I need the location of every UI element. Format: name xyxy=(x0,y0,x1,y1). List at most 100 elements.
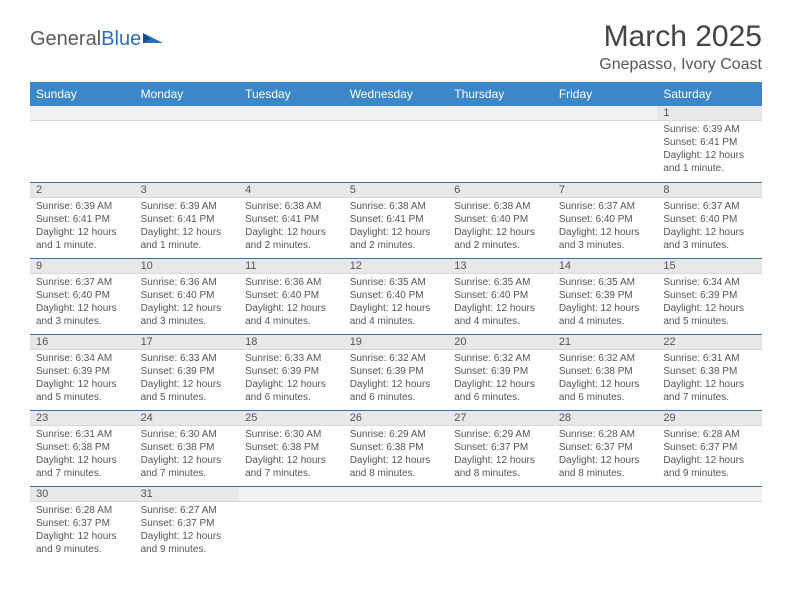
day-details: Sunrise: 6:38 AMSunset: 6:41 PMDaylight:… xyxy=(239,198,344,256)
day-details: Sunrise: 6:32 AMSunset: 6:38 PMDaylight:… xyxy=(553,350,658,408)
day-details: Sunrise: 6:33 AMSunset: 6:39 PMDaylight:… xyxy=(239,350,344,408)
day-header-row: Sunday Monday Tuesday Wednesday Thursday… xyxy=(30,82,762,106)
day-number: 13 xyxy=(448,259,553,274)
day-number xyxy=(344,487,449,502)
calendar-day-cell xyxy=(553,106,658,182)
calendar-week-row: 23Sunrise: 6:31 AMSunset: 6:38 PMDayligh… xyxy=(30,410,762,486)
day-number xyxy=(553,487,658,502)
calendar-day-cell: 7Sunrise: 6:37 AMSunset: 6:40 PMDaylight… xyxy=(553,182,658,258)
day-number xyxy=(553,106,658,121)
page-title: March 2025 xyxy=(599,20,762,54)
day-details: Sunrise: 6:39 AMSunset: 6:41 PMDaylight:… xyxy=(135,198,240,256)
calendar-day-cell: 12Sunrise: 6:35 AMSunset: 6:40 PMDayligh… xyxy=(344,258,449,334)
day-number: 25 xyxy=(239,411,344,426)
day-number xyxy=(448,106,553,121)
day-number: 21 xyxy=(553,335,658,350)
day-details: Sunrise: 6:38 AMSunset: 6:40 PMDaylight:… xyxy=(448,198,553,256)
day-details: Sunrise: 6:27 AMSunset: 6:37 PMDaylight:… xyxy=(135,502,240,560)
day-number: 6 xyxy=(448,183,553,198)
calendar-day-cell: 8Sunrise: 6:37 AMSunset: 6:40 PMDaylight… xyxy=(657,182,762,258)
calendar-day-cell: 3Sunrise: 6:39 AMSunset: 6:41 PMDaylight… xyxy=(135,182,240,258)
calendar-day-cell: 18Sunrise: 6:33 AMSunset: 6:39 PMDayligh… xyxy=(239,334,344,410)
day-details: Sunrise: 6:37 AMSunset: 6:40 PMDaylight:… xyxy=(657,198,762,256)
day-number: 15 xyxy=(657,259,762,274)
day-details: Sunrise: 6:32 AMSunset: 6:39 PMDaylight:… xyxy=(448,350,553,408)
logo-text-blue: Blue xyxy=(101,28,141,51)
day-number: 20 xyxy=(448,335,553,350)
calendar-table: Sunday Monday Tuesday Wednesday Thursday… xyxy=(30,82,762,562)
day-details: Sunrise: 6:30 AMSunset: 6:38 PMDaylight:… xyxy=(239,426,344,484)
day-details: Sunrise: 6:36 AMSunset: 6:40 PMDaylight:… xyxy=(239,274,344,332)
day-details: Sunrise: 6:37 AMSunset: 6:40 PMDaylight:… xyxy=(30,274,135,332)
calendar-day-cell: 22Sunrise: 6:31 AMSunset: 6:38 PMDayligh… xyxy=(657,334,762,410)
day-number: 2 xyxy=(30,183,135,198)
day-details: Sunrise: 6:39 AMSunset: 6:41 PMDaylight:… xyxy=(30,198,135,256)
calendar-day-cell: 10Sunrise: 6:36 AMSunset: 6:40 PMDayligh… xyxy=(135,258,240,334)
day-number: 12 xyxy=(344,259,449,274)
logo: General Blue xyxy=(30,28,165,51)
day-number xyxy=(344,106,449,121)
day-number: 24 xyxy=(135,411,240,426)
calendar-day-cell xyxy=(30,106,135,182)
calendar-day-cell: 17Sunrise: 6:33 AMSunset: 6:39 PMDayligh… xyxy=(135,334,240,410)
day-details: Sunrise: 6:34 AMSunset: 6:39 PMDaylight:… xyxy=(30,350,135,408)
day-details: Sunrise: 6:35 AMSunset: 6:40 PMDaylight:… xyxy=(344,274,449,332)
day-number: 3 xyxy=(135,183,240,198)
calendar-day-cell: 2Sunrise: 6:39 AMSunset: 6:41 PMDaylight… xyxy=(30,182,135,258)
day-number: 1 xyxy=(657,106,762,121)
day-number: 18 xyxy=(239,335,344,350)
day-number: 19 xyxy=(344,335,449,350)
day-details: Sunrise: 6:29 AMSunset: 6:38 PMDaylight:… xyxy=(344,426,449,484)
day-number: 30 xyxy=(30,487,135,502)
calendar-day-cell xyxy=(553,486,658,562)
day-details: Sunrise: 6:36 AMSunset: 6:40 PMDaylight:… xyxy=(135,274,240,332)
calendar-day-cell: 26Sunrise: 6:29 AMSunset: 6:38 PMDayligh… xyxy=(344,410,449,486)
day-number: 4 xyxy=(239,183,344,198)
day-details: Sunrise: 6:30 AMSunset: 6:38 PMDaylight:… xyxy=(135,426,240,484)
calendar-week-row: 9Sunrise: 6:37 AMSunset: 6:40 PMDaylight… xyxy=(30,258,762,334)
col-friday: Friday xyxy=(553,82,658,106)
calendar-day-cell: 30Sunrise: 6:28 AMSunset: 6:37 PMDayligh… xyxy=(30,486,135,562)
calendar-day-cell: 16Sunrise: 6:34 AMSunset: 6:39 PMDayligh… xyxy=(30,334,135,410)
day-number: 28 xyxy=(553,411,658,426)
day-number: 31 xyxy=(135,487,240,502)
col-sunday: Sunday xyxy=(30,82,135,106)
calendar-day-cell: 23Sunrise: 6:31 AMSunset: 6:38 PMDayligh… xyxy=(30,410,135,486)
flag-icon xyxy=(143,29,165,50)
col-thursday: Thursday xyxy=(448,82,553,106)
day-details: Sunrise: 6:28 AMSunset: 6:37 PMDaylight:… xyxy=(30,502,135,560)
calendar-day-cell: 6Sunrise: 6:38 AMSunset: 6:40 PMDaylight… xyxy=(448,182,553,258)
day-details: Sunrise: 6:38 AMSunset: 6:41 PMDaylight:… xyxy=(344,198,449,256)
calendar-day-cell xyxy=(448,106,553,182)
calendar-day-cell xyxy=(448,486,553,562)
day-details: Sunrise: 6:31 AMSunset: 6:38 PMDaylight:… xyxy=(30,426,135,484)
calendar-day-cell: 21Sunrise: 6:32 AMSunset: 6:38 PMDayligh… xyxy=(553,334,658,410)
header: General Blue March 2025 Gnepasso, Ivory … xyxy=(30,20,762,74)
calendar-day-cell: 4Sunrise: 6:38 AMSunset: 6:41 PMDaylight… xyxy=(239,182,344,258)
calendar-week-row: 1Sunrise: 6:39 AMSunset: 6:41 PMDaylight… xyxy=(30,106,762,182)
calendar-week-row: 16Sunrise: 6:34 AMSunset: 6:39 PMDayligh… xyxy=(30,334,762,410)
day-details: Sunrise: 6:28 AMSunset: 6:37 PMDaylight:… xyxy=(553,426,658,484)
calendar-day-cell xyxy=(344,106,449,182)
day-number: 10 xyxy=(135,259,240,274)
calendar-week-row: 30Sunrise: 6:28 AMSunset: 6:37 PMDayligh… xyxy=(30,486,762,562)
col-monday: Monday xyxy=(135,82,240,106)
day-details: Sunrise: 6:35 AMSunset: 6:40 PMDaylight:… xyxy=(448,274,553,332)
day-number: 22 xyxy=(657,335,762,350)
calendar-day-cell xyxy=(239,486,344,562)
calendar-day-cell: 5Sunrise: 6:38 AMSunset: 6:41 PMDaylight… xyxy=(344,182,449,258)
title-block: March 2025 Gnepasso, Ivory Coast xyxy=(599,20,762,74)
day-number: 17 xyxy=(135,335,240,350)
day-number: 23 xyxy=(30,411,135,426)
day-number xyxy=(448,487,553,502)
calendar-day-cell xyxy=(239,106,344,182)
day-number: 5 xyxy=(344,183,449,198)
day-number xyxy=(135,106,240,121)
calendar-day-cell: 28Sunrise: 6:28 AMSunset: 6:37 PMDayligh… xyxy=(553,410,658,486)
day-details: Sunrise: 6:29 AMSunset: 6:37 PMDaylight:… xyxy=(448,426,553,484)
day-details: Sunrise: 6:34 AMSunset: 6:39 PMDaylight:… xyxy=(657,274,762,332)
calendar-day-cell: 11Sunrise: 6:36 AMSunset: 6:40 PMDayligh… xyxy=(239,258,344,334)
calendar-day-cell: 24Sunrise: 6:30 AMSunset: 6:38 PMDayligh… xyxy=(135,410,240,486)
calendar-day-cell xyxy=(344,486,449,562)
calendar-day-cell: 29Sunrise: 6:28 AMSunset: 6:37 PMDayligh… xyxy=(657,410,762,486)
